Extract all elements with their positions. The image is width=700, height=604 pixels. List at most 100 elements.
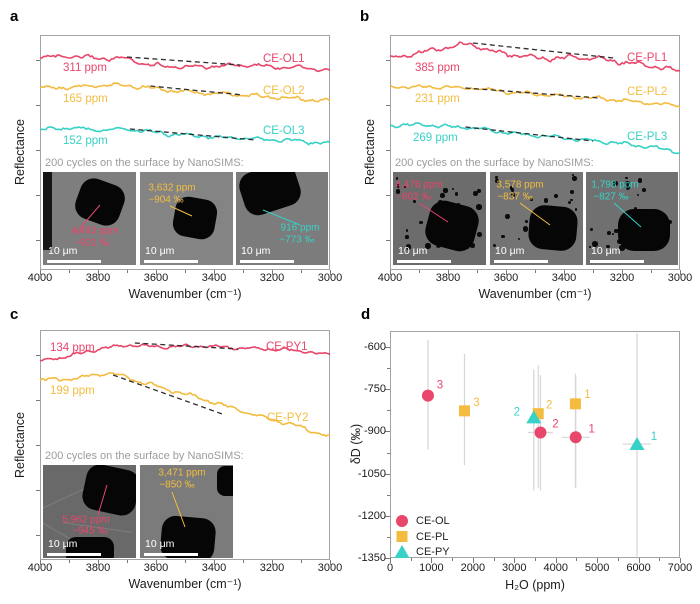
axis-tick [272,270,273,275]
scatter-svg: 1 2 3 1 2 3 1 2 [394,332,657,558]
point-number-label: 3 [437,380,443,392]
scale-bar-label: 10 μm [398,245,428,257]
axis-tick [127,560,128,563]
axis-tick [431,558,433,563]
scale-bar-label: 10 μm [495,245,525,257]
axis-tick [477,270,478,273]
h2o-content-label: 385 ppm [415,62,460,74]
sem-annotation-line [418,202,449,223]
legend-label-ce-pl: CE-PL [416,530,449,543]
axis-tick [36,400,40,401]
axis-tick [40,560,41,565]
x-axis-title-d: H₂O (ppm) [505,578,565,592]
sem-dd-label: −827 ‰ [593,191,629,203]
sem-speckle [504,213,510,220]
sem-speckle [509,185,514,190]
series-label-CE-OL3: CE-OL3 [263,125,305,137]
crystal-blob [618,209,670,251]
scale-bar [240,260,294,263]
sem-annotation-svg [74,204,101,235]
sem-speckle [501,234,505,239]
crystal-blob [66,537,114,558]
sem-dd-label: −773 ‰ [279,234,315,246]
plot-frame [40,35,330,270]
sem-h2o-label: 3,578 ppm [496,179,544,191]
trend-dashed-line [126,56,241,66]
sem-dd-label: −904 ‰ [148,194,184,206]
axis-tick [69,560,70,563]
sem-dd-label: −802 ‰ [396,191,432,203]
axis-tick-label: 3800 [435,272,461,284]
sem-speckle [511,188,515,192]
sem-speckle [611,233,614,236]
h2o-content-label: 231 ppm [415,93,460,105]
axis-tick [387,410,390,412]
axis-tick [185,270,186,273]
axis-tick [535,270,536,273]
sem-annotation-line [169,205,193,217]
sem-inset-image: 916 ppm −773 ‰ 10 μm [236,172,328,265]
scale-bar [397,260,451,263]
sem-speckle [614,228,619,234]
spectrum-CE-PL3 [389,122,681,155]
sem-annotation-line [74,204,101,235]
sem-speckle [567,201,571,205]
h2o-content-label: 311 ppm [63,62,107,74]
trend-dashed-line [150,85,244,96]
axis-tick [301,560,302,563]
x-axis-title-c: Wavenumber (cm⁻¹) [128,577,242,591]
sem-speckle [572,176,578,182]
axis-tick [390,558,391,563]
axis-tick [69,270,70,273]
sem-inset-image: 3,471 ppm −850 ‰ 10 μm [140,465,233,558]
sem-speckle [571,174,574,177]
axis-tick [156,560,157,565]
axis-tick-label: 1000 [419,562,444,574]
axis-tick [651,270,652,273]
axis-tick-label: 4000 [543,562,568,574]
sem-speckle [589,245,592,248]
sem-speckle [612,181,618,186]
series-label-CE-OL1: CE-OL1 [263,53,305,65]
sem-speckle [569,189,575,195]
axis-tick-label: -1350 [357,552,386,564]
sem-speckle [510,192,515,197]
axis-tick [576,558,578,561]
axis-tick [36,490,40,491]
axis-tick-label: 0 [386,562,394,574]
sem-speckle [591,241,598,247]
axis-tick-label: 3000 [502,562,527,574]
axis-tick-label: 4000 [377,272,403,284]
axis-tick [387,494,390,496]
axis-tick [386,105,390,106]
spectrum-CE-OL1 [39,53,331,73]
sem-speckle [419,220,424,225]
sem-speckle [495,175,499,179]
sem-speckle [451,188,454,191]
axis-tick [385,558,390,559]
sem-annotation-line [262,209,301,226]
sem-speckle [404,235,409,239]
axis-tick-label: 2000 [460,562,486,574]
sem-speckle [440,193,446,199]
sem-shadow-band [43,172,52,250]
axis-tick [514,558,516,563]
axis-tick [535,558,536,561]
axis-tick-label: 3400 [201,272,227,284]
axis-tick-label: 4000 [27,272,53,284]
axis-tick-label: 3200 [259,272,285,284]
axis-tick [385,347,390,348]
sem-inset-image: 4,483 ppm −921 ‰ 10 μm [43,172,136,265]
spectra-svg-c [39,342,331,437]
spectrum-CE-PL1 [389,41,681,72]
axis-tick-label: 7000 [667,562,693,574]
sem-h2o-label: 916 ppm [280,222,320,234]
axis-tick [330,270,331,275]
scale-bar [47,260,101,263]
axis-tick-label: 3400 [201,562,227,574]
scale-bar-label: 10 μm [145,245,175,257]
sem-annotation-svg [418,202,449,223]
sem-speckle [636,193,640,196]
panel-letter-b: b [360,8,370,25]
